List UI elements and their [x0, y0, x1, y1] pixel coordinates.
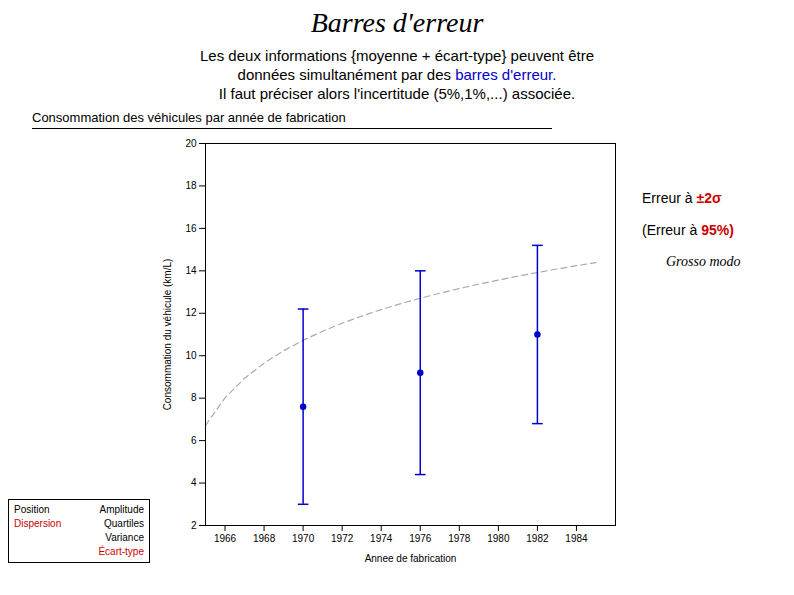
- html-text:Position: Position: [14, 504, 50, 515]
- html-text:(Erreur à 95%): (Erreur à 95%): [642, 222, 734, 238]
- svg-text:14: 14: [185, 265, 197, 276]
- svg-text:6: 6: [191, 435, 197, 446]
- svg-text:20: 20: [185, 138, 197, 149]
- html-text:Dispersion: Dispersion: [14, 518, 62, 529]
- svg-text:1982: 1982: [526, 533, 549, 544]
- svg-text:8: 8: [191, 392, 197, 403]
- html-text:Les deux informations {moyenne: Les deux informations {moyenne + écart-t…: [200, 47, 594, 64]
- svg-text:1976: 1976: [409, 533, 432, 544]
- svg-text:Consommation du véhicule (km/L: Consommation du véhicule (km/L): [162, 259, 173, 411]
- svg-text:1972: 1972: [331, 533, 354, 544]
- svg-text:18: 18: [185, 180, 197, 191]
- html-text:données simultanément par des: données simultanément par des barres d'e…: [237, 66, 557, 83]
- svg-text:12: 12: [185, 307, 197, 318]
- svg-text:2: 2: [191, 520, 197, 531]
- html-text:Variance: Variance: [105, 532, 144, 543]
- svg-text:16: 16: [185, 223, 197, 234]
- html-text:Écart-type: Écart-type: [98, 546, 144, 557]
- html-text:Quartiles: Quartiles: [104, 518, 144, 529]
- svg-text:1966: 1966: [214, 533, 237, 544]
- svg-text:1970: 1970: [292, 533, 315, 544]
- svg-text:4: 4: [191, 477, 197, 488]
- html-text:Barres d'erreur: Barres d'erreur: [310, 7, 484, 38]
- svg-text:Annee de fabrication: Annee de fabrication: [365, 553, 457, 564]
- svg-text:1980: 1980: [487, 533, 510, 544]
- html-text:Erreur à ±2σ: Erreur à ±2σ: [642, 190, 722, 206]
- svg-text:10: 10: [185, 350, 197, 361]
- svg-text:1978: 1978: [448, 533, 471, 544]
- html-text:Consommation des véhicules par: Consommation des véhicules par année de …: [32, 110, 346, 125]
- html-text:Amplitude: Amplitude: [99, 504, 144, 515]
- html-text:Il faut préciser alors l'incer: Il faut préciser alors l'incertitude (5%…: [218, 85, 576, 102]
- svg-text:1974: 1974: [370, 533, 393, 544]
- html-text:Grosso modo: Grosso modo: [666, 254, 741, 269]
- svg-text:1968: 1968: [253, 533, 276, 544]
- svg-text:1984: 1984: [565, 533, 588, 544]
